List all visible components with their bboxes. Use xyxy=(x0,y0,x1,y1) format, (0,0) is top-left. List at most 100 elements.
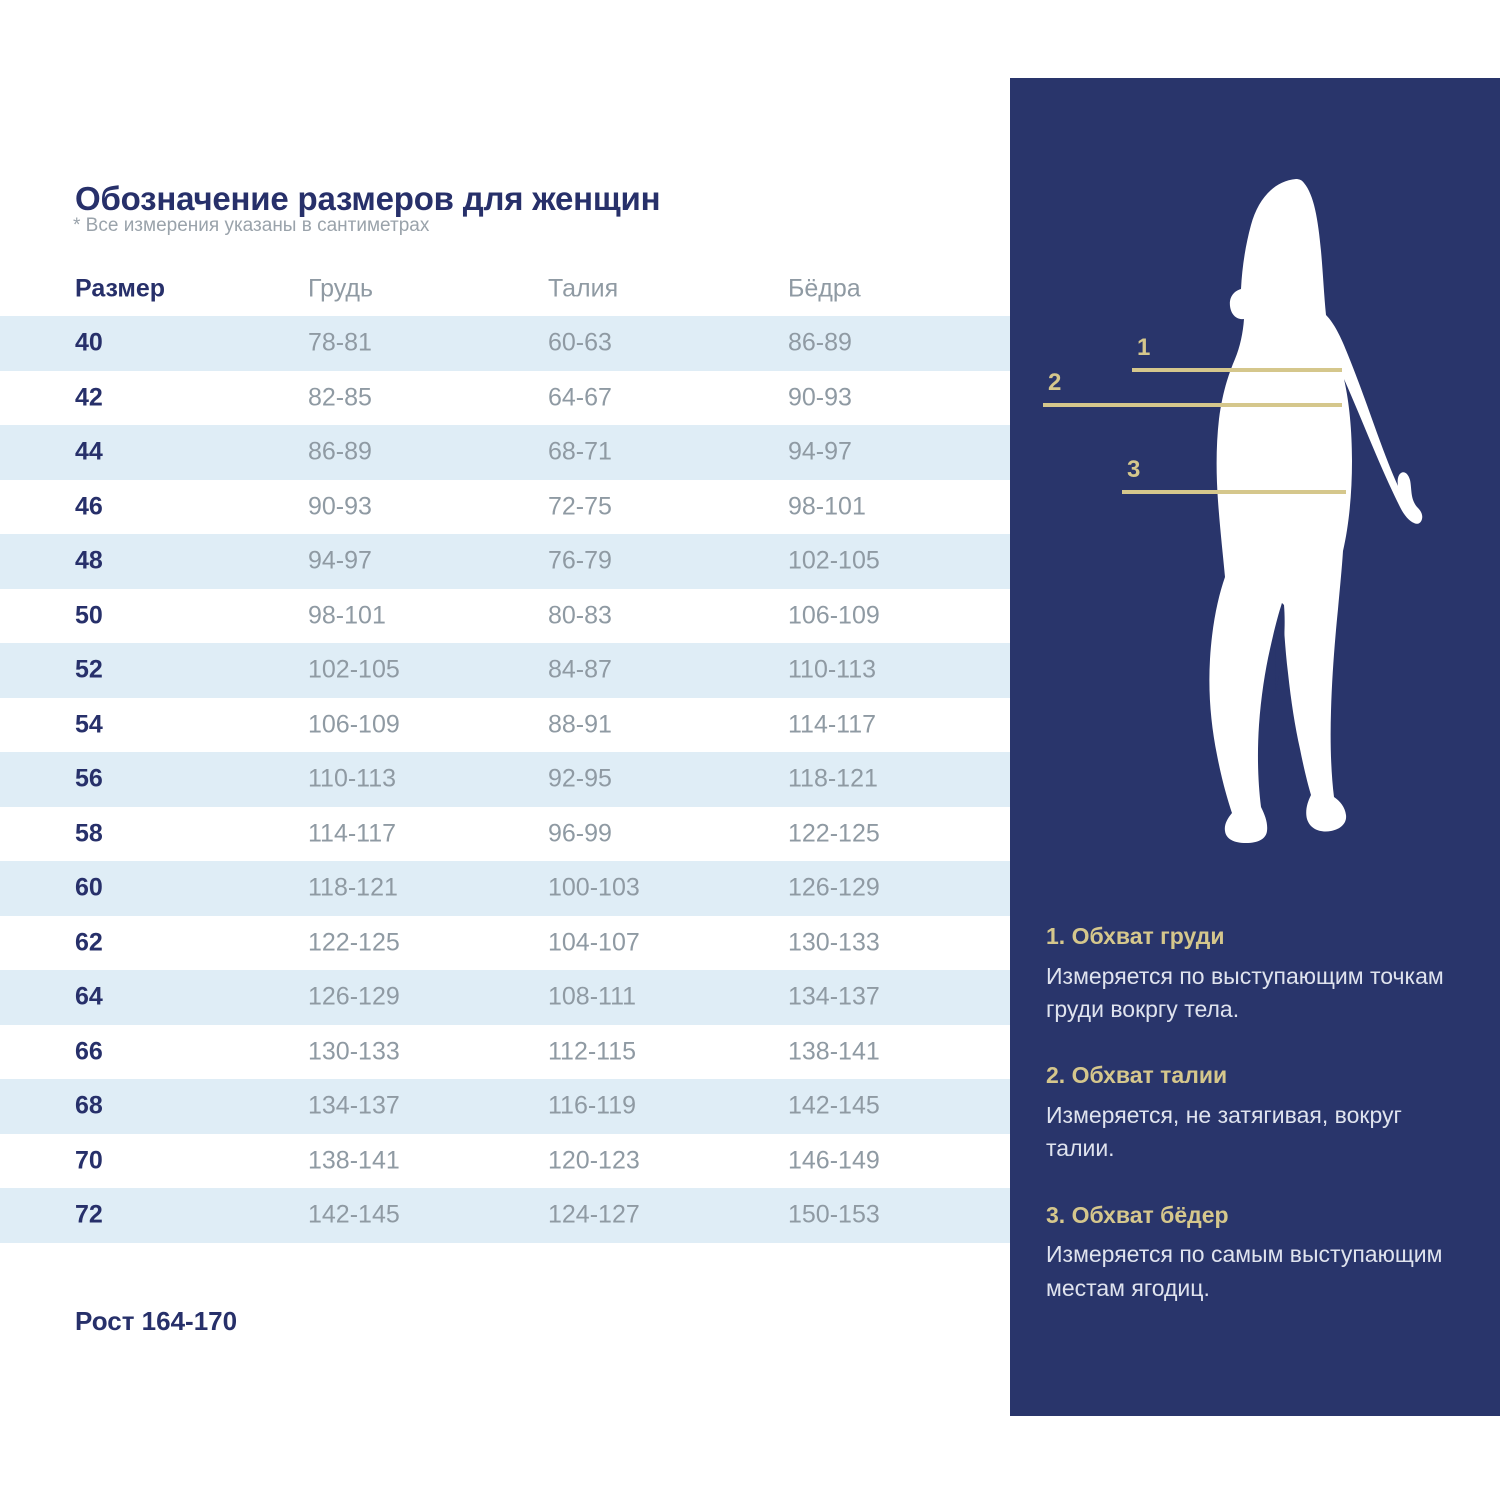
cell-hips: 86-89 xyxy=(788,328,852,357)
column-header-waist: Талия xyxy=(548,274,619,303)
cell-waist: 84-87 xyxy=(548,655,612,684)
table-row: 62 122-125 104-107 130-133 xyxy=(0,915,1010,970)
cell-chest: 126-129 xyxy=(308,982,400,1011)
cell-waist: 76-79 xyxy=(548,546,612,575)
cell-chest: 82-85 xyxy=(308,383,372,412)
cell-waist: 96-99 xyxy=(548,819,612,848)
cell-size: 46 xyxy=(75,492,103,521)
page-title: Обозначение размеров для женщин xyxy=(75,180,661,218)
cell-hips: 146-149 xyxy=(788,1146,880,1175)
cell-waist: 120-123 xyxy=(548,1146,640,1175)
cell-waist: 68-71 xyxy=(548,437,612,466)
table-row: 64 126-129 108-111 134-137 xyxy=(0,970,1010,1025)
cell-hips: 150-153 xyxy=(788,1200,880,1229)
cell-waist: 72-75 xyxy=(548,492,612,521)
legend-body-waist: Измеряется, не затягивая, вокруг талии. xyxy=(1046,1101,1402,1162)
cell-chest: 134-137 xyxy=(308,1091,400,1120)
measurement-diagram-panel: 1 2 3 1. Обхват груди Измеряется по выст… xyxy=(1010,78,1500,1416)
size-table: Размер Грудь Талия Бёдра 40 78-81 60-63 86-… xyxy=(0,262,1010,1243)
cell-waist: 116-119 xyxy=(548,1091,637,1120)
table-row: 50 98-101 80-83 106-109 xyxy=(0,588,1010,643)
cell-size: 62 xyxy=(75,928,103,957)
cell-chest: 102-105 xyxy=(308,655,400,684)
table-row: 60 118-121 100-103 126-129 xyxy=(0,861,1010,916)
measurement-marker-1: 1 xyxy=(1137,334,1151,361)
cell-waist: 88-91 xyxy=(548,710,612,739)
legend-title-waist: 2. Обхват талии xyxy=(1046,1062,1228,1089)
cell-chest: 122-125 xyxy=(308,928,400,957)
cell-size: 58 xyxy=(75,819,103,848)
cell-hips: 142-145 xyxy=(788,1091,880,1120)
cell-hips: 138-141 xyxy=(788,1037,880,1066)
cell-size: 48 xyxy=(75,546,103,575)
cell-size: 44 xyxy=(75,437,103,466)
cell-waist: 100-103 xyxy=(548,873,640,902)
table-row: 54 106-109 88-91 114-117 xyxy=(0,697,1010,752)
cell-hips: 106-109 xyxy=(788,601,880,630)
cell-size: 72 xyxy=(75,1200,103,1229)
table-row: 40 78-81 60-63 86-89 xyxy=(0,316,1010,371)
table-row: 58 114-117 96-99 122-125 xyxy=(0,806,1010,861)
cell-size: 52 xyxy=(75,655,103,684)
measurement-marker-3: 3 xyxy=(1127,456,1141,483)
cell-hips: 110-113 xyxy=(788,655,877,684)
table-header-row: Размер Грудь Талия Бёдра xyxy=(0,262,1010,316)
cell-size: 60 xyxy=(75,873,103,902)
cell-size: 50 xyxy=(75,601,103,630)
cell-chest: 98-101 xyxy=(308,601,386,630)
table-row: 46 90-93 72-75 98-101 xyxy=(0,479,1010,534)
cell-hips: 94-97 xyxy=(788,437,852,466)
measurement-line-3 xyxy=(1122,490,1346,494)
cell-chest: 78-81 xyxy=(308,328,372,357)
legend-body-hips: Измеряется по самым выступающим местам я… xyxy=(1046,1241,1443,1301)
table-row: 72 142-145 124-127 150-153 xyxy=(0,1188,1010,1243)
cell-waist: 64-67 xyxy=(548,383,612,412)
cell-size: 68 xyxy=(75,1091,103,1120)
cell-chest: 106-109 xyxy=(308,710,400,739)
table-pane: Обозначение размеров для женщин * Все из… xyxy=(0,180,1010,1336)
figure-illustration: 1 2 3 xyxy=(1010,78,1500,868)
legend-item-waist: 2. Обхват талии Измеряется, не затягивая… xyxy=(1046,1062,1476,1165)
cell-waist: 80-83 xyxy=(548,601,612,630)
cell-chest: 130-133 xyxy=(308,1037,400,1066)
legend-item-chest: 1. Обхват груди Измеряется по выступающи… xyxy=(1046,923,1476,1026)
measurement-legend: 1. Обхват груди Измеряется по выступающи… xyxy=(1046,923,1476,1305)
table-row: 68 134-137 116-119 142-145 xyxy=(0,1079,1010,1134)
cell-size: 56 xyxy=(75,764,103,793)
cell-hips: 98-101 xyxy=(788,492,866,521)
cell-hips: 130-133 xyxy=(788,928,880,957)
measurement-line-1 xyxy=(1132,368,1342,372)
cell-hips: 134-137 xyxy=(788,982,880,1011)
cell-waist: 112-115 xyxy=(548,1037,637,1066)
cell-waist: 108-111 xyxy=(548,982,637,1011)
units-note: * Все измерения указаны в сантиметрах xyxy=(73,215,430,236)
cell-chest: 90-93 xyxy=(308,492,372,521)
cell-size: 66 xyxy=(75,1037,103,1066)
cell-waist: 92-95 xyxy=(548,764,612,793)
cell-size: 70 xyxy=(75,1146,103,1175)
column-header-hips: Бёдра xyxy=(788,274,861,303)
cell-waist: 60-63 xyxy=(548,328,612,357)
height-note: Рост 164-170 xyxy=(75,1306,238,1336)
cell-chest: 110-113 xyxy=(308,764,397,793)
cell-chest: 86-89 xyxy=(308,437,372,466)
cell-hips: 126-129 xyxy=(788,873,880,902)
column-header-size: Размер xyxy=(75,274,166,303)
table-row: 70 138-141 120-123 146-149 xyxy=(0,1133,1010,1188)
table-row: 48 94-97 76-79 102-105 xyxy=(0,534,1010,589)
cell-hips: 122-125 xyxy=(788,819,880,848)
legend-title-chest: 1. Обхват груди xyxy=(1046,923,1225,949)
cell-hips: 114-117 xyxy=(788,710,877,739)
measurement-line-2 xyxy=(1043,403,1342,407)
table-row: 52 102-105 84-87 110-113 xyxy=(0,643,1010,698)
cell-chest: 142-145 xyxy=(308,1200,400,1229)
cell-hips: 118-121 xyxy=(788,764,878,793)
female-silhouette-icon xyxy=(1209,179,1423,843)
cell-hips: 90-93 xyxy=(788,383,852,412)
cell-size: 40 xyxy=(75,328,103,357)
cell-hips: 102-105 xyxy=(788,546,880,575)
cell-size: 64 xyxy=(75,982,103,1011)
cell-chest: 138-141 xyxy=(308,1146,400,1175)
measurement-marker-2: 2 xyxy=(1048,369,1062,396)
cell-waist: 124-127 xyxy=(548,1200,640,1229)
